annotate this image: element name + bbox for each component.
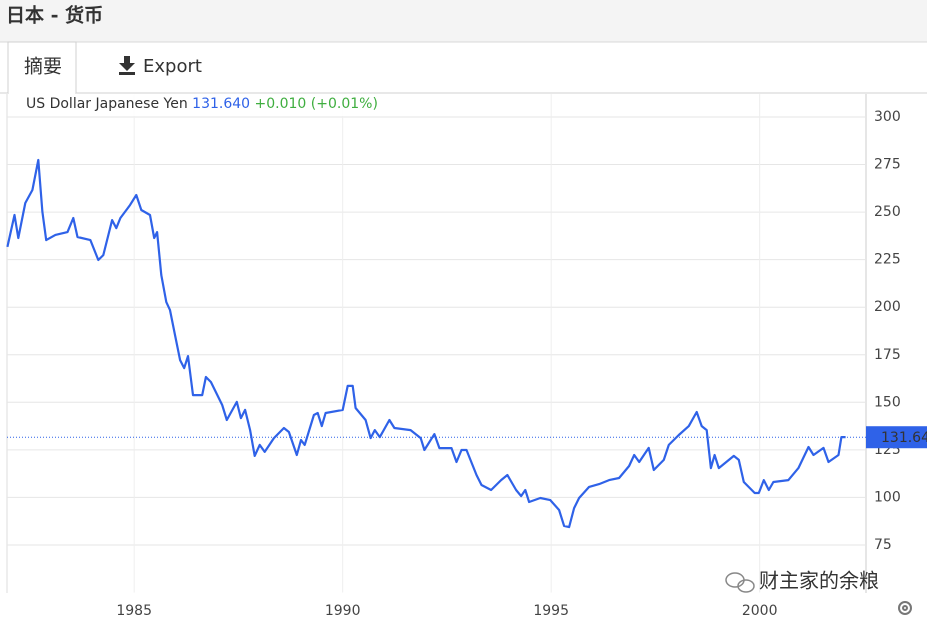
y-tick-label: 150 bbox=[874, 394, 901, 410]
watermark: 财主家的余粮 bbox=[759, 569, 879, 593]
tab-frame bbox=[7, 41, 77, 93]
x-tick-label: 1990 bbox=[325, 603, 361, 619]
x-tick-label: 2000 bbox=[742, 603, 778, 619]
y-tick-label: 175 bbox=[874, 347, 901, 363]
tab-export[interactable]: Export bbox=[143, 56, 202, 77]
watermark-icon bbox=[725, 572, 755, 593]
last-price-label: 131.64 bbox=[881, 430, 927, 446]
change: +0.010 (+0.01%) bbox=[255, 96, 378, 112]
last-price-box bbox=[866, 426, 927, 449]
y-tick-label: 200 bbox=[874, 299, 901, 315]
x-tick-label: 1985 bbox=[116, 603, 152, 619]
settings-icon[interactable] bbox=[898, 601, 912, 615]
y-tick-label: 75 bbox=[874, 537, 892, 553]
export-icon[interactable] bbox=[119, 56, 135, 75]
y-tick-label: 250 bbox=[874, 204, 901, 220]
page-title: 日本 - 货币 bbox=[6, 4, 103, 27]
y-tick-label: 225 bbox=[874, 252, 901, 268]
legend: US Dollar Japanese Yen 131.640 +0.010 (+… bbox=[26, 96, 378, 112]
tab-summary[interactable]: 摘要 bbox=[24, 56, 62, 78]
y-tick-label: 300 bbox=[874, 109, 901, 125]
legend-bg bbox=[8, 94, 400, 116]
price-line bbox=[6, 158, 846, 529]
y-tick-label: 275 bbox=[874, 157, 901, 173]
header-bar bbox=[0, 0, 927, 42]
series-name: US Dollar Japanese Yen bbox=[26, 96, 188, 112]
y-tick-label: 100 bbox=[874, 489, 901, 505]
x-tick-label: 1995 bbox=[533, 603, 569, 619]
quote: 131.640 bbox=[192, 96, 250, 112]
